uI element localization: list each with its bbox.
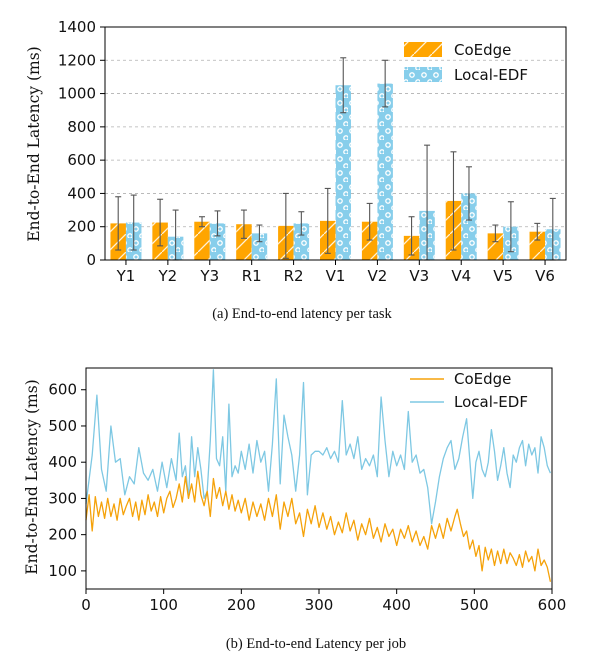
b-y-ticks: 100 200 300 400 500 600 xyxy=(48,381,86,580)
a-x-tick-label: Y3 xyxy=(199,267,219,285)
b-y-tick-label: 600 xyxy=(48,381,77,399)
a-bar-pattern xyxy=(209,223,226,260)
b-legend: CoEdge Local-EDF xyxy=(410,370,528,411)
a-y-axis-label: End-to-End Latency (ms) xyxy=(25,46,43,241)
a-bar-pattern xyxy=(487,233,504,260)
a-y-tick-label: 200 xyxy=(67,218,96,236)
a-x-ticks: Y1 Y2 Y3 R1 R2 V1 V2 V3 V4 V5 V6 xyxy=(116,260,555,285)
a-y-tick-label: 600 xyxy=(67,151,96,169)
a-legend-label-localedf: Local-EDF xyxy=(454,66,528,84)
a-bar-pattern xyxy=(251,233,268,260)
a-x-tick-label: R1 xyxy=(242,267,262,285)
b-y-tick-label: 400 xyxy=(48,453,77,471)
a-bar-pattern xyxy=(335,85,351,260)
a-x-tick-label: V6 xyxy=(535,267,555,285)
a-y-tick-label: 800 xyxy=(67,118,96,136)
b-x-ticks: 0 100 200 300 400 500 600 xyxy=(81,589,566,614)
a-x-tick-label: R2 xyxy=(284,267,304,285)
b-x-tick-label: 100 xyxy=(149,596,178,614)
b-caption: (b) End-to-end Latency per job xyxy=(226,636,406,652)
b-x-tick-label: 200 xyxy=(227,596,256,614)
a-y-tick-label: 1000 xyxy=(58,85,96,103)
b-y-tick-label: 200 xyxy=(48,526,77,544)
a-y-ticks: 0 200 400 600 800 1000 1200 1400 xyxy=(58,18,105,269)
b-x-tick-label: 400 xyxy=(382,596,411,614)
a-errorbars xyxy=(115,57,556,261)
a-y-tick-label: 0 xyxy=(86,251,96,269)
b-legend-label-localedf: Local-EDF xyxy=(454,393,528,411)
b-y-tick-label: 300 xyxy=(48,489,77,507)
a-y-tick-label: 1200 xyxy=(58,51,96,69)
a-x-tick-label: V3 xyxy=(409,267,429,285)
a-legend-label-coedge: CoEdge xyxy=(454,41,511,59)
a-caption: (a) End-to-end latency per task xyxy=(212,306,392,322)
a-bars xyxy=(110,83,561,260)
a-y-tick-label: 400 xyxy=(67,184,96,202)
b-legend-label-coedge: CoEdge xyxy=(454,370,511,388)
a-bar-pattern xyxy=(361,221,378,260)
b-y-tick-label: 100 xyxy=(48,562,77,580)
b-series-line-localedf xyxy=(85,369,551,525)
b-x-tick-label: 300 xyxy=(305,596,334,614)
b-y-tick-label: 500 xyxy=(48,417,77,435)
a-x-tick-label: V2 xyxy=(368,267,388,285)
a-bar-pattern xyxy=(236,224,252,260)
b-x-tick-label: 600 xyxy=(538,596,567,614)
b-x-tick-label: 0 xyxy=(81,596,91,614)
b-series-line-coedge xyxy=(85,470,552,582)
a-bar-pattern xyxy=(377,83,393,260)
a-bar-pattern xyxy=(529,231,546,260)
a-legend: CoEdge Local-EDF xyxy=(404,41,528,84)
a-x-tick-label: V5 xyxy=(493,267,513,285)
a-legend-swatch-coedge-pattern xyxy=(404,42,442,57)
b-lines xyxy=(85,369,552,582)
a-bar-pattern xyxy=(194,221,210,260)
a-bar-pattern xyxy=(293,223,310,260)
a-x-tick-label: Y1 xyxy=(116,267,136,285)
b-y-axis-label: End-to-End Latency (ms) xyxy=(23,379,41,574)
a-x-tick-label: V1 xyxy=(326,267,346,285)
a-legend-swatch-localedf-pattern xyxy=(404,67,442,82)
b-x-tick-label: 500 xyxy=(460,596,489,614)
a-x-tick-label: Y2 xyxy=(158,267,178,285)
a-x-tick-label: V4 xyxy=(451,267,471,285)
chart-a: 0 200 400 600 800 1000 1200 1400 Y1 Y2 Y3 R1 R2 V1 V2… xyxy=(25,18,567,322)
a-y-tick-label: 1400 xyxy=(58,18,96,36)
a-bar-pattern xyxy=(461,193,477,260)
